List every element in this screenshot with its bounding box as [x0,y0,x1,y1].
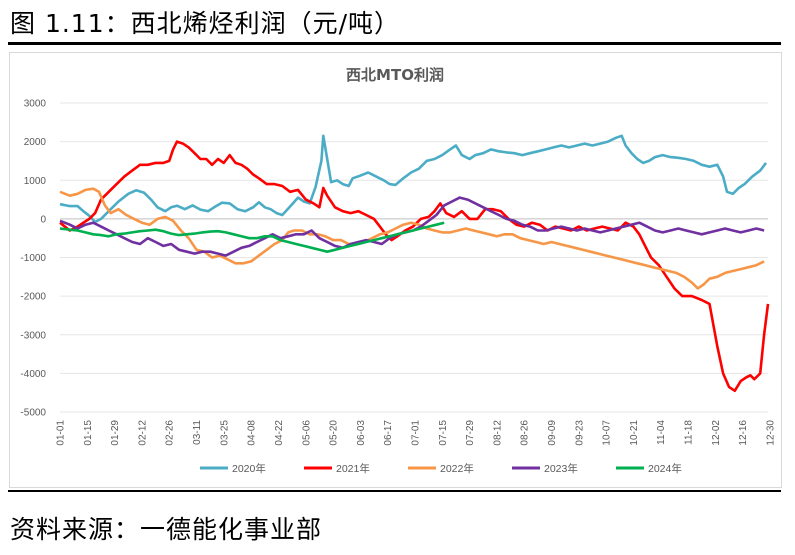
x-tick-label: 02-26 [165,420,176,446]
x-tick-label: 01-15 [83,420,94,446]
x-tick-label: 06-03 [356,420,367,446]
y-tick-label: -1000 [20,253,46,264]
y-tick-label: 1000 [24,176,47,187]
legend-label: 2024年 [648,462,682,475]
x-tick-label: 09-09 [547,420,558,446]
series-line-2020年 [59,134,768,224]
x-tick-label: 03-25 [219,420,230,446]
series-line-2021年 [59,140,770,393]
x-tick-label: 04-08 [247,420,258,446]
gridlines [60,102,768,413]
x-tick-label: 10-07 [602,420,613,446]
x-tick-label: 12-16 [738,420,749,446]
source-rule [8,490,781,492]
series-line-2024年 [59,221,445,253]
x-tick-label: 05-20 [329,420,340,446]
y-tick-label: -5000 [20,408,46,419]
x-tick-label: 02-12 [137,420,148,446]
y-tick-label: -4000 [20,369,46,380]
figure-title: 图 1.11：西北烯烃利润（元/吨） [10,9,401,38]
y-tick-label: 3000 [24,99,47,110]
x-tick-label: 12-30 [765,420,776,446]
x-tick-label: 03-11 [192,420,203,445]
x-tick-label: 07-15 [438,420,449,446]
series-lines [59,134,770,393]
x-tick-label: 10-21 [629,420,640,446]
x-tick-label: 05-06 [301,420,312,446]
x-tick-label: 12-02 [711,420,722,446]
x-tick-label: 01-01 [56,420,67,446]
legend: 2020年 2021年 2022年 2023年 2024年 [200,462,682,475]
series-line-2022年 [59,187,765,290]
legend-label: 2020年 [232,462,266,475]
legend-label: 2021年 [336,462,370,475]
x-axis-ticks: 01-01 01-15 01-29 02-12 02-26 03-11 03-25 04-08… [56,420,777,446]
y-tick-label: 0 [40,214,46,225]
x-tick-label: 11-04 [656,420,667,445]
x-tick-label: 08-12 [492,420,503,446]
x-tick-label: 08-26 [520,420,531,446]
y-tick-label: 2000 [24,137,47,148]
legend-label: 2023年 [544,462,578,475]
y-tick-label: -3000 [20,330,46,341]
x-tick-label: 07-29 [465,420,476,446]
legend-label: 2022年 [440,462,474,475]
y-tick-label: -2000 [20,292,46,303]
x-tick-label: 06-17 [383,420,394,446]
chart-title: 西北MTO利润 [346,66,444,84]
x-tick-label: 07-01 [410,420,421,446]
x-tick-label: 01-29 [110,420,121,446]
source-note: 资料来源：一德能化事业部 [10,515,323,544]
x-tick-label: 04-22 [274,420,285,446]
y-axis-ticks: 3000 2000 1000 0 -1000 -2000 -3000 -4000 -5000 [20,99,46,419]
x-tick-label: 09-23 [574,420,585,446]
x-tick-label: 11-18 [684,420,695,445]
chart-frame [9,52,782,488]
title-rule [8,42,781,45]
